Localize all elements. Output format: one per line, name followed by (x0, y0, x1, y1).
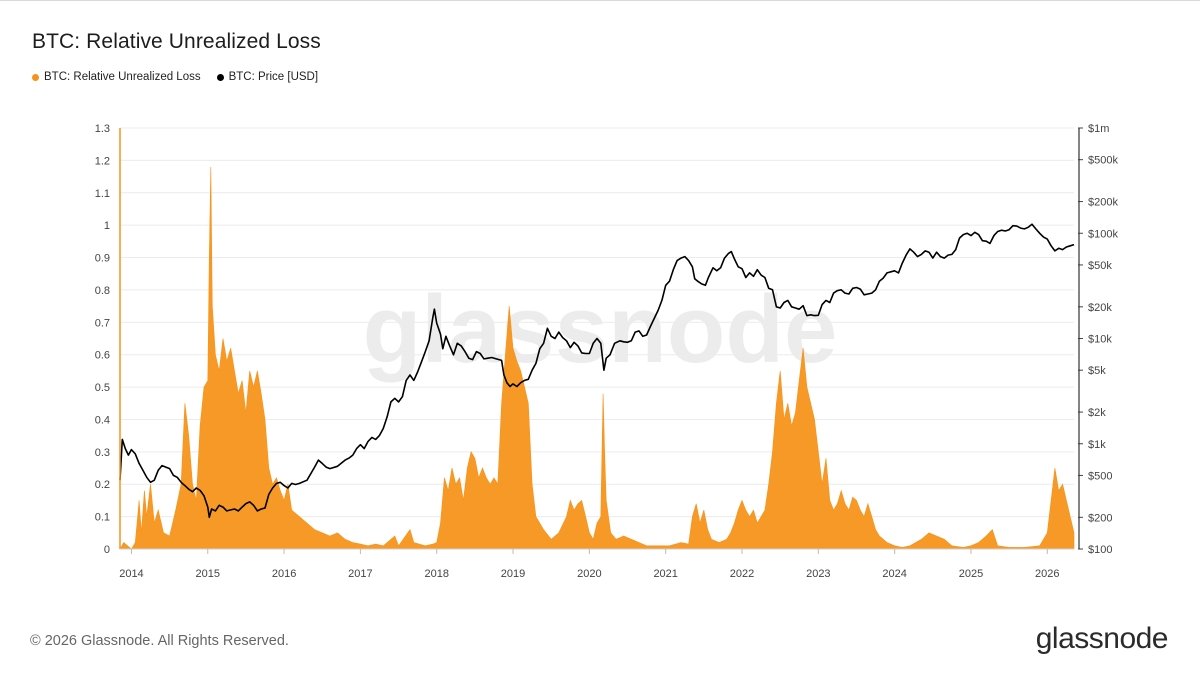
legend: BTC: Relative Unrealized Loss BTC: Price… (32, 71, 334, 83)
legend-item-loss[interactable]: BTC: Relative Unrealized Loss (32, 71, 201, 83)
x-tick-label: 2015 (196, 568, 220, 580)
left-tick-label: 0.2 (95, 479, 110, 491)
x-tick-label: 2016 (272, 568, 296, 580)
x-tick-label: 2017 (348, 568, 372, 580)
x-tick-label: 2018 (424, 568, 448, 580)
x-tick-label: 2025 (959, 568, 983, 580)
legend-label-loss: BTC: Relative Unrealized Loss (44, 71, 201, 83)
x-tick-label: 2020 (577, 568, 601, 580)
left-tick-label: 0.1 (95, 512, 110, 524)
left-tick-label: 1.2 (95, 155, 110, 167)
axes: 0 0.1 0.2 0.3 0.4 0.5 0.6 0.7 0.8 0.9 1 1.1 1.2 1.3 $1… (95, 123, 1119, 580)
left-tick-label: 1.1 (95, 188, 110, 200)
legend-dot-loss (32, 73, 39, 81)
right-tick-label: $500k (1088, 155, 1118, 167)
left-tick-label: 0.4 (95, 414, 110, 426)
legend-item-price[interactable]: BTC: Price [USD] (216, 71, 319, 83)
top-rule (0, 0, 1200, 1)
left-tick-label: 0.8 (95, 285, 110, 297)
price-line-series (119, 223, 1075, 519)
right-tick-label: $200k (1088, 197, 1118, 209)
right-tick-label: $1k (1088, 439, 1106, 451)
left-tick-label: 0.3 (95, 447, 110, 459)
right-tick-label: $200 (1088, 512, 1112, 524)
right-tick-label: $20k (1088, 302, 1112, 314)
left-tick-label: 1 (104, 220, 110, 232)
x-tick-label: 2021 (653, 568, 677, 580)
left-tick-label: 1.3 (95, 123, 110, 135)
x-tick-label: 2019 (501, 568, 525, 580)
x-tick-label: 2022 (730, 568, 754, 580)
right-tick-label: $50k (1088, 260, 1112, 272)
x-tick-label: 2026 (1035, 568, 1059, 580)
right-tick-label: $500 (1088, 470, 1112, 482)
right-tick-label: $5k (1088, 365, 1106, 377)
legend-label-price: BTC: Price [USD] (228, 71, 319, 83)
right-tick-label: $10k (1088, 334, 1112, 346)
grid (120, 127, 1074, 550)
left-tick-label: 0.9 (95, 253, 110, 265)
left-tick-label: 0.5 (95, 382, 110, 394)
brand-logo[interactable]: glassnode (1035, 622, 1169, 655)
copyright-footer: © 2026 Glassnode. All Rights Reserved. (30, 633, 289, 649)
chart-svg: glassnode 0 0.1 0.2 0.3 0.4 0.5 0.6 0.7 0.8 0.9 1 1… (95, 123, 1119, 580)
x-tick-label: 2024 (882, 568, 906, 580)
chart-title: BTC: Relative Unrealized Loss (32, 30, 321, 53)
watermark: glassnode (363, 276, 838, 383)
left-tick-label: 0.6 (95, 350, 110, 362)
left-tick-label: 0.7 (95, 317, 110, 329)
left-tick-label: 0 (104, 544, 110, 556)
right-tick-label: $1m (1088, 123, 1109, 135)
right-tick-label: $100 (1088, 544, 1112, 556)
legend-dot-price (216, 73, 224, 81)
price-line-layer (119, 223, 1075, 519)
right-tick-label: $2k (1088, 407, 1106, 419)
right-tick-label: $100k (1088, 228, 1118, 240)
x-tick-label: 2023 (806, 568, 830, 580)
x-tick-label: 2014 (119, 568, 143, 580)
